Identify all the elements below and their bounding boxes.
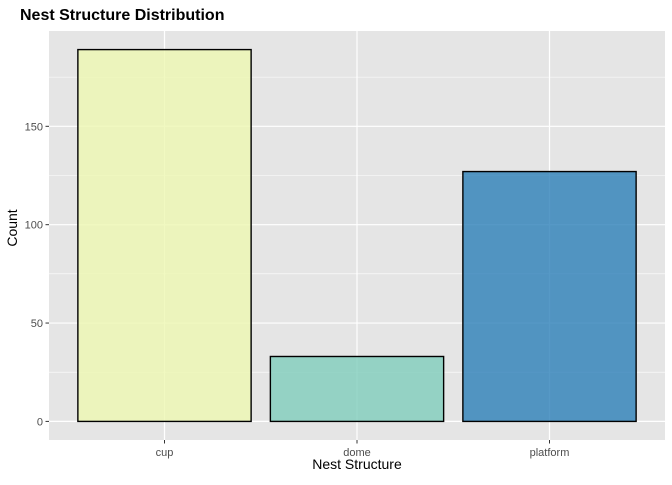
x-axis: cup dome platform xyxy=(156,440,570,459)
y-axis-label: Count xyxy=(4,209,20,246)
x-tick-label: dome xyxy=(343,447,371,459)
x-axis-label: Nest Structure xyxy=(312,456,402,472)
y-tick-label: 100 xyxy=(25,220,43,232)
bar-platform xyxy=(462,170,637,423)
chart-title: Nest Structure Distribution xyxy=(20,7,224,24)
y-tick-label: 0 xyxy=(37,416,43,428)
y-tick-label: 150 xyxy=(25,121,43,133)
y-tick-label: 50 xyxy=(31,318,43,330)
x-tick-label: cup xyxy=(156,447,174,459)
bar-dome xyxy=(269,355,445,423)
y-axis: 0 50 100 150 xyxy=(25,121,49,428)
bars-group xyxy=(77,48,637,423)
x-tick-label: platform xyxy=(530,447,570,459)
bar-cup xyxy=(77,48,252,423)
